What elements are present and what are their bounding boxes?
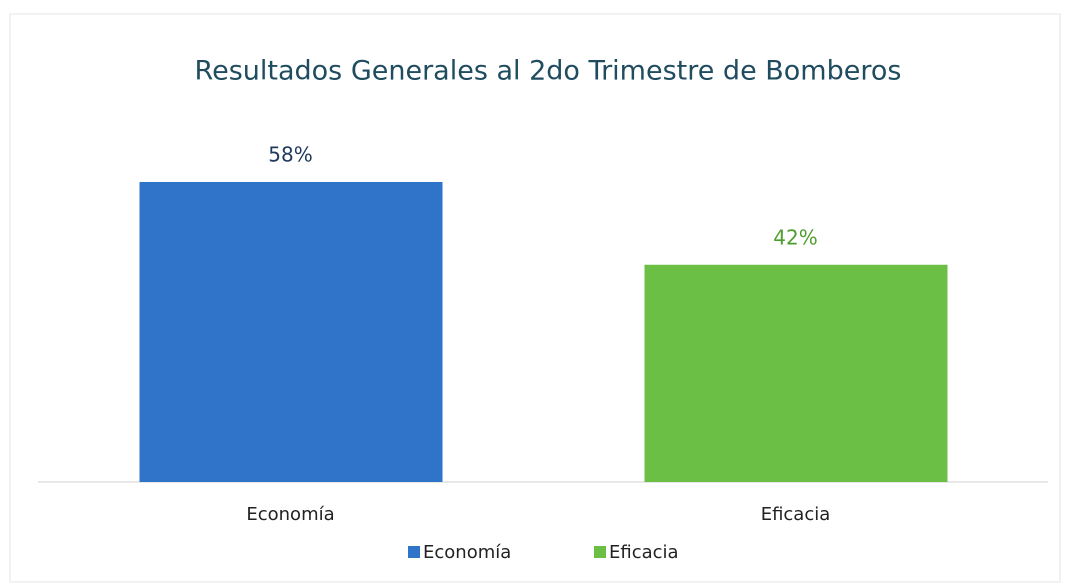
legend-label: Economía: [423, 542, 511, 563]
legend-label: Eficacia: [609, 542, 679, 563]
bar: [139, 182, 443, 482]
x-tick-label: Economía: [246, 504, 334, 525]
legend-swatch: [408, 546, 420, 558]
legend-swatch: [594, 546, 606, 558]
value-label: 58%: [268, 143, 312, 167]
x-tick-label: Eficacia: [761, 504, 831, 525]
value-label: 42%: [773, 225, 817, 249]
chart-title: Resultados Generales al 2do Trimestre de…: [195, 56, 902, 87]
bar: [644, 264, 948, 482]
